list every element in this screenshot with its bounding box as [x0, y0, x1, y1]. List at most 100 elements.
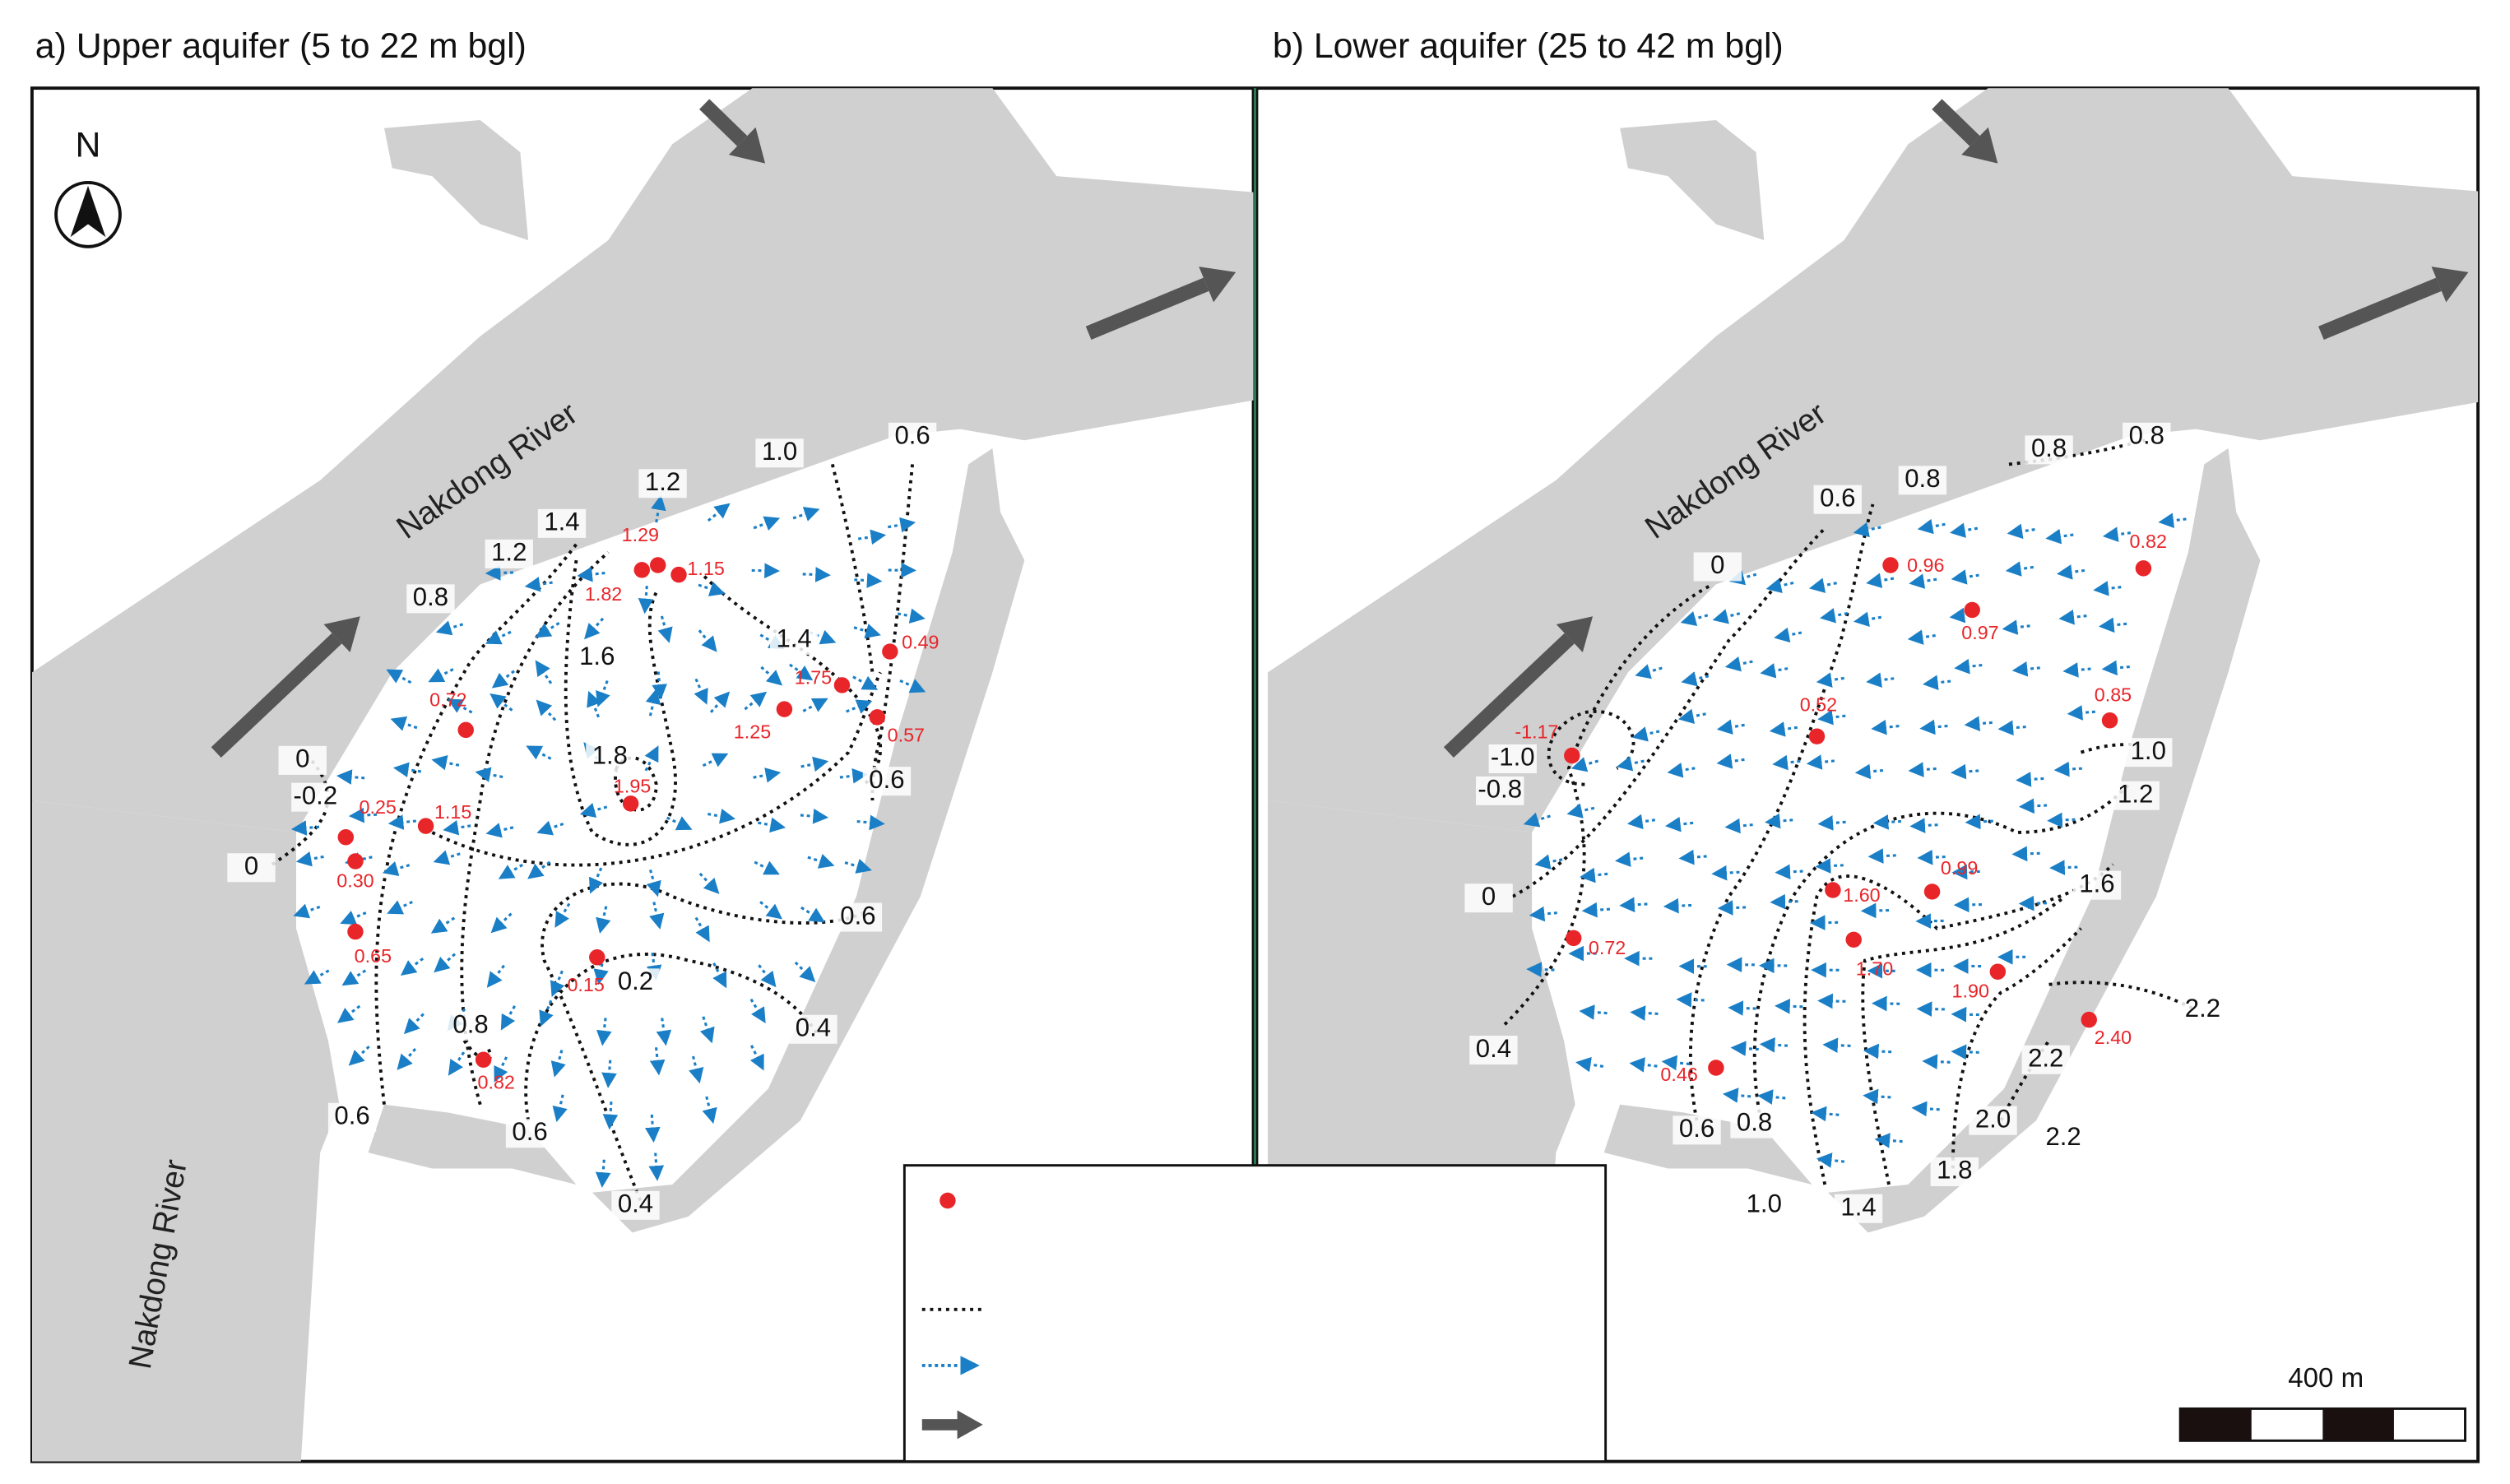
groundwater-flow-arrow [2007, 523, 2035, 540]
contour-label-bg [2111, 781, 2160, 810]
scale-label: 400 m [2288, 1363, 2364, 1394]
contour-label: 0.4 [618, 1190, 653, 1218]
groundwater-flow-arrow [1724, 818, 1753, 834]
contour-label-bg [573, 643, 621, 673]
groundwater-flow-arrow [702, 1096, 717, 1125]
groundwater-flow-arrow [1911, 1101, 1940, 1117]
contour-label: 0.8 [1905, 464, 1940, 493]
groundwater-flow-arrow [1663, 897, 1692, 914]
measurement-label: 1.15 [434, 801, 471, 823]
groundwater-flow-arrow [382, 861, 411, 876]
groundwater-flow-arrow [2011, 661, 2040, 677]
groundwater-flow-arrow [1526, 962, 1555, 977]
groundwater-flow-arrow [526, 745, 552, 760]
groundwater-flow-arrow [1919, 719, 1948, 735]
groundwater-flow-arrow [2158, 512, 2187, 529]
contour-label-bg [862, 767, 912, 796]
river-flow-arrow [1443, 633, 1575, 758]
groundwater-flow-arrow [1678, 849, 1707, 865]
measurement-point [1882, 557, 1899, 573]
measurement-point [347, 923, 364, 940]
groundwater-flow-arrow [1951, 763, 1979, 780]
arrow-head [957, 1410, 983, 1440]
measurement-point [457, 721, 474, 739]
contour-label: 0.4 [796, 1013, 831, 1041]
groundwater-flow-arrow [550, 1050, 566, 1078]
groundwater-flow-arrow [649, 902, 665, 930]
groundwater-flow-arrow [387, 900, 413, 915]
groundwater-flow-arrow [602, 1101, 619, 1130]
measurement-label: 1.70 [1856, 958, 1893, 979]
river-flow-arrowhead [1961, 127, 1998, 164]
contour-label-bg [1464, 883, 1513, 913]
legend-dot [940, 1192, 956, 1209]
groundwater-flow-arrow [475, 767, 503, 782]
contour-label: 2.2 [2028, 1043, 2063, 1072]
contour-label: 0.4 [1476, 1034, 1511, 1063]
panel-title: b) Lower aquifer (25 to 42 m bgl) [1273, 26, 1784, 66]
groundwater-flow-arrow [386, 669, 412, 684]
groundwater-flow-arrow [800, 808, 829, 824]
groundwater-flow-arrow [1529, 906, 1557, 922]
groundwater-flow-arrow [809, 629, 837, 645]
contour-label: 0.2 [618, 967, 653, 995]
contour-label-bg [611, 1190, 660, 1220]
groundwater-flow-arrow [1951, 1044, 1979, 1060]
groundwater-flow-arrow [645, 688, 661, 716]
groundwater-flow-arrow [1949, 607, 1978, 624]
measurement-label: 0.46 [1660, 1064, 1697, 1085]
measurement-point [347, 853, 364, 870]
groundwater-flow-arrow [2058, 610, 2087, 625]
groundwater-flow-arrow [2056, 564, 2085, 580]
groundwater-flow-arrow [844, 858, 872, 874]
measurement-label: 0.97 [1961, 622, 1998, 643]
groundwater-flow-arrow [589, 867, 604, 894]
contour-label-bg [2178, 995, 2227, 1025]
groundwater-flow-arrow [694, 678, 708, 705]
groundwater-flow-arrow [536, 699, 557, 721]
groundwater-flow-arrow [539, 999, 554, 1027]
groundwater-flow-arrow [1866, 573, 1895, 588]
groundwater-flow-arrow [852, 675, 879, 690]
groundwater-flow-arrow [1965, 814, 1993, 830]
contour-label-bg [485, 539, 533, 568]
groundwater-flow-arrow [651, 494, 666, 523]
groundwater-flow-arrow [749, 1045, 764, 1071]
groundwater-flow-arrow [1712, 609, 1741, 624]
groundwater-flow-arrow [535, 622, 560, 638]
scale-bar [2178, 1407, 2466, 1442]
groundwater-flow-arrow [709, 691, 731, 713]
groundwater-flow-arrow [1676, 992, 1705, 1008]
groundwater-flow-arrow [794, 961, 816, 982]
measurement-label: 0.99 [1941, 857, 1978, 879]
contour-label: 0.6 [869, 765, 904, 794]
contour [564, 559, 677, 846]
groundwater-flow-arrow [1954, 658, 1983, 675]
north-arrow [54, 181, 122, 248]
panel-title: a) Upper aquifer (5 to 22 m bgl) [35, 26, 527, 66]
groundwater-flow-arrow [1774, 627, 1802, 643]
contour-label: 0.6 [894, 421, 930, 450]
groundwater-flow-arrow [694, 916, 710, 943]
groundwater-flow-arrow [2018, 895, 2047, 911]
measurement-label: 0.72 [429, 689, 466, 711]
legend-box [902, 1164, 1608, 1463]
contour-label-bg [1730, 1109, 1779, 1139]
contour-label: 1.2 [2118, 779, 2153, 808]
groundwater-flow-arrow [751, 563, 780, 579]
groundwater-flow-arrow [2047, 812, 2076, 828]
groundwater-flow-arrow [579, 803, 608, 819]
contour-label-bg [611, 968, 660, 998]
groundwater-flow-arrow [1626, 814, 1656, 830]
contour-label: 1.2 [491, 538, 527, 567]
measurement-point [670, 566, 687, 583]
measurement-label: 0.82 [477, 1072, 514, 1093]
groundwater-flow-arrow [1908, 762, 1937, 777]
groundwater-flow-arrow [336, 769, 365, 785]
measurement-point [1708, 1060, 1724, 1076]
contour-label-bg [2072, 870, 2122, 900]
groundwater-flow-arrow [760, 665, 783, 686]
groundwater-flow-arrow [348, 807, 378, 823]
groundwater-flow-arrow [337, 1004, 361, 1023]
